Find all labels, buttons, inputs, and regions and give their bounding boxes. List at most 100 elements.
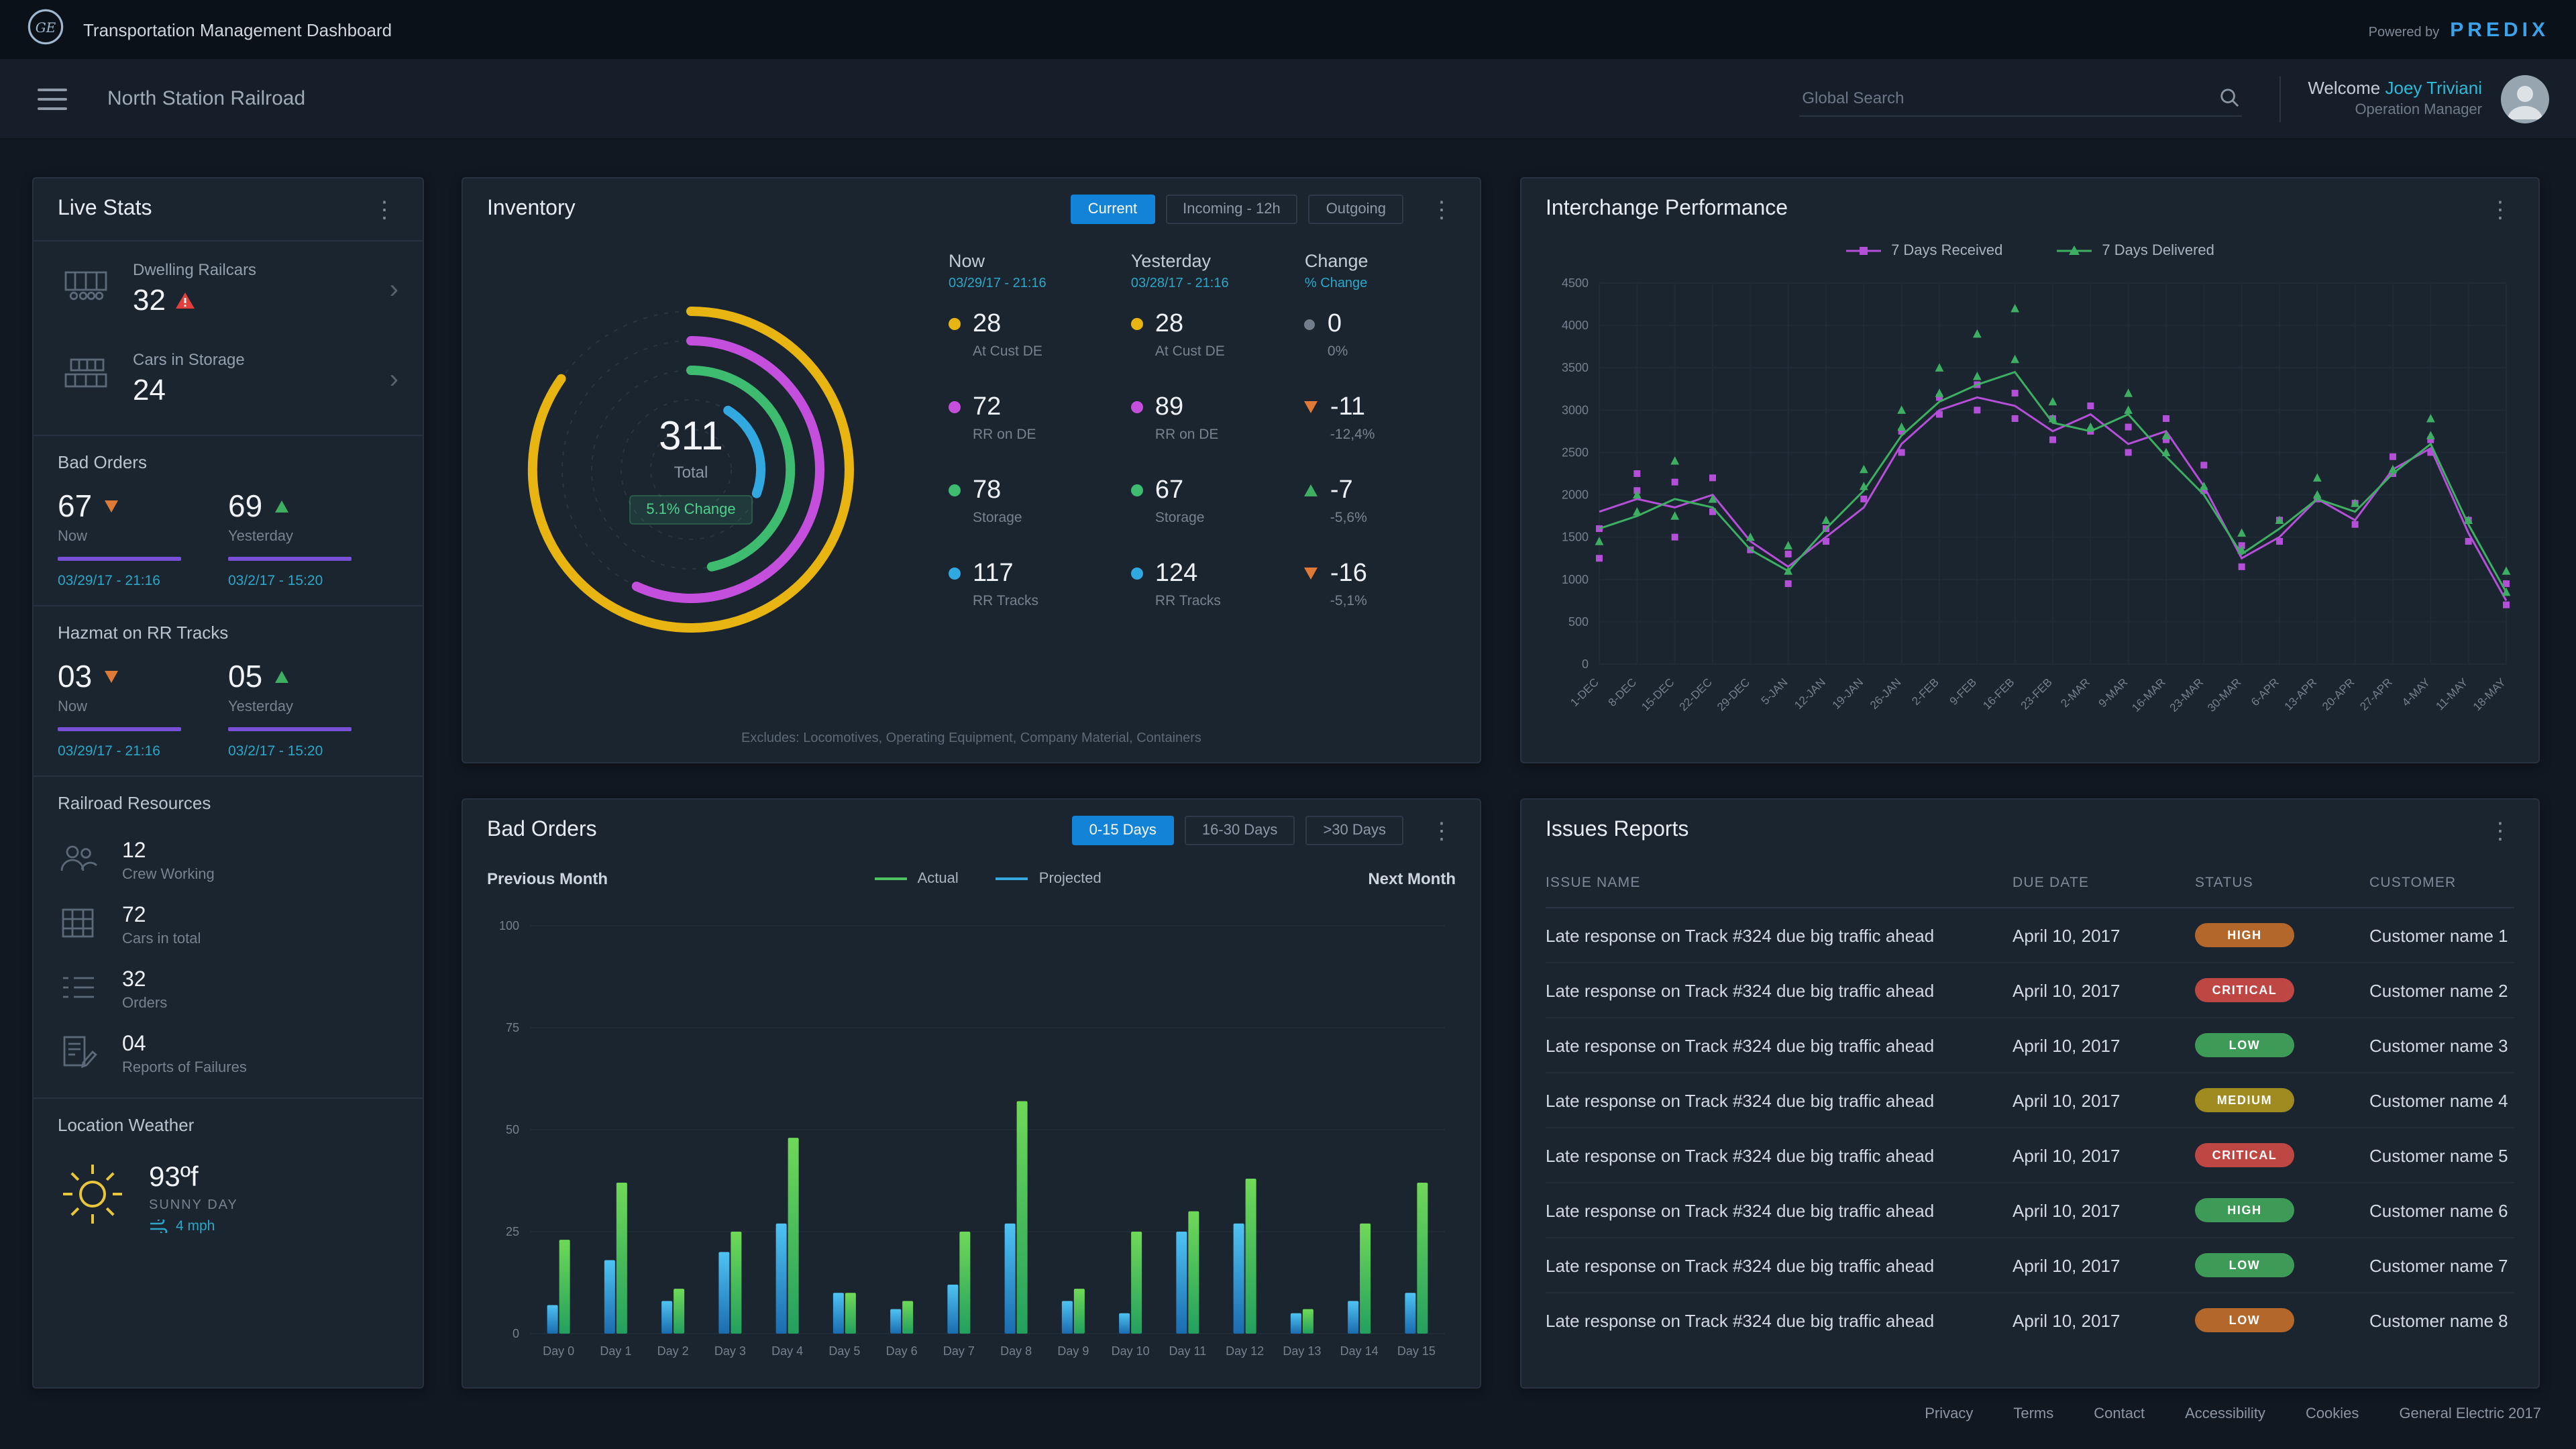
inventory-row-yesterday-rr-on-de: 89 RR on DE bbox=[1130, 374, 1305, 458]
status-cell: CRITICAL bbox=[2195, 963, 2369, 1018]
square-marker-icon bbox=[1845, 247, 1881, 255]
resource-row-failures[interactable]: 04 Reports of Failures bbox=[58, 1022, 398, 1087]
issue-name-cell[interactable]: Late response on Track #324 due big traf… bbox=[1546, 1128, 2012, 1183]
kebab-menu-icon[interactable]: ⋮ bbox=[373, 197, 396, 222]
footer-link-terms[interactable]: Terms bbox=[2013, 1406, 2054, 1422]
stat-date: 03/2/17 - 15:20 bbox=[228, 573, 323, 589]
chevron-right-icon: › bbox=[389, 274, 398, 304]
stat-value: 05 bbox=[228, 659, 263, 694]
underline-bar bbox=[58, 727, 181, 731]
customer-cell: Customer name 3 bbox=[2369, 1018, 2514, 1073]
interchange-legend: 7 Days Received 7 Days Delivered bbox=[1521, 243, 2538, 259]
inventory-radial-chart: 311 Total 5.1% Change bbox=[476, 246, 906, 694]
kebab-menu-icon[interactable]: ⋮ bbox=[1430, 197, 1453, 222]
dwelling-railcars-row[interactable]: Dwelling Railcars 32 › bbox=[58, 244, 398, 334]
svg-text:Day 4: Day 4 bbox=[771, 1344, 803, 1358]
divider bbox=[2279, 76, 2282, 121]
customer-cell: Customer name 8 bbox=[2369, 1310, 2508, 1330]
divider bbox=[34, 775, 423, 777]
inventory-card: Inventory Current Incoming - 12h Outgoing … bbox=[462, 177, 1481, 763]
resource-row-crew[interactable]: 12 Crew Working bbox=[58, 829, 398, 894]
y-axis-label: 4500 bbox=[1562, 276, 1589, 290]
stat-label: Yesterday bbox=[228, 699, 294, 715]
resources-section-title: Railroad Resources bbox=[58, 793, 211, 813]
bad-orders-tab-30-days[interactable]: >30 Days bbox=[1305, 816, 1403, 845]
cars-in-storage-row[interactable]: Cars in Storage 24 › bbox=[58, 334, 398, 424]
status-badge: CRITICAL bbox=[2195, 1143, 2294, 1167]
svg-text:Day 12: Day 12 bbox=[1226, 1344, 1264, 1358]
issue-name-cell[interactable]: Late response on Track #324 due big traf… bbox=[1546, 1018, 2012, 1073]
next-month-link[interactable]: Next Month bbox=[1368, 869, 1456, 888]
hazmat-now: 03 Now 03/29/17 - 21:16 bbox=[58, 659, 228, 765]
customer-cell: Customer name 5 bbox=[2369, 1128, 2514, 1183]
svg-text:2-FEB: 2-FEB bbox=[1909, 676, 1941, 708]
change-percent: 0% bbox=[1327, 343, 1348, 360]
series-dot bbox=[949, 318, 961, 330]
issues-card: Issues Reports ⋮ ISSUE NAME DUE DATE STA… bbox=[1520, 798, 2540, 1389]
search-icon[interactable] bbox=[2219, 87, 2239, 114]
issue-name-cell[interactable]: Late response on Track #324 due big traf… bbox=[1546, 963, 2012, 1018]
series-projected bbox=[547, 1223, 1416, 1334]
issue-name-cell[interactable]: Late response on Track #324 due big traf… bbox=[1546, 908, 2012, 963]
svg-text:Day 11: Day 11 bbox=[1169, 1344, 1207, 1358]
inventory-tab-incoming-12h[interactable]: Incoming - 12h bbox=[1165, 195, 1298, 224]
inventory-table: Now 03/29/17 - 21:16 Yesterday 03/28/17 … bbox=[949, 251, 1461, 624]
due-date-cell: April 10, 2017 bbox=[2012, 908, 2195, 963]
svg-text:Day 14: Day 14 bbox=[1340, 1344, 1379, 1358]
svg-text:Day 1: Day 1 bbox=[600, 1344, 631, 1358]
orders-icon bbox=[58, 969, 103, 1011]
yesterday-value: 124 bbox=[1155, 559, 1198, 588]
resource-value: 12 bbox=[122, 840, 146, 863]
inventory-tab-current[interactable]: Current bbox=[1070, 195, 1155, 224]
series-dot bbox=[1130, 401, 1143, 413]
y-axis-label: 25 bbox=[506, 1225, 519, 1238]
issue-name-cell[interactable]: Late response on Track #324 due big traf… bbox=[1546, 1310, 1935, 1330]
col-header-status: STATUS bbox=[2195, 864, 2369, 908]
svg-text:16-FEB: 16-FEB bbox=[1980, 676, 2017, 712]
resource-row-orders[interactable]: 32 Orders bbox=[58, 958, 398, 1022]
issue-name-cell[interactable]: Late response on Track #324 due big traf… bbox=[1546, 1183, 2012, 1238]
previous-month-link[interactable]: Previous Month bbox=[487, 869, 608, 888]
bad-orders-tab-0-15-days[interactable]: 0-15 Days bbox=[1071, 816, 1174, 845]
inventory-tabs: Current Incoming - 12h Outgoing bbox=[1070, 195, 1403, 224]
y-axis-label: 2500 bbox=[1562, 445, 1589, 459]
resource-row-cars[interactable]: 72 Cars in total bbox=[58, 894, 398, 958]
issue-name-cell[interactable]: Late response on Track #324 due big traf… bbox=[1546, 1073, 2012, 1128]
live-stats-card: Live Stats ⋮ Dwelling Railcars 32 › bbox=[32, 177, 424, 1389]
inventory-row-change-storage: -7 -5,6% bbox=[1304, 458, 1461, 541]
svg-text:1-DEC: 1-DEC bbox=[1568, 676, 1601, 709]
status-badge: MEDIUM bbox=[2195, 1088, 2294, 1112]
bad-orders-tab-16-30-days[interactable]: 16-30 Days bbox=[1184, 816, 1295, 845]
inventory-tab-outgoing[interactable]: Outgoing bbox=[1308, 195, 1403, 224]
hamburger-menu-icon[interactable] bbox=[38, 88, 67, 109]
due-date-cell: April 10, 2017 bbox=[2012, 1073, 2195, 1128]
kebab-menu-icon[interactable]: ⋮ bbox=[1430, 818, 1453, 843]
svg-text:27-APR: 27-APR bbox=[2357, 676, 2395, 713]
inventory-row-change-rr-tracks: -16 -5,1% bbox=[1304, 541, 1461, 624]
search-input[interactable] bbox=[1799, 80, 2243, 117]
kebab-menu-icon[interactable]: ⋮ bbox=[2489, 818, 2512, 843]
resource-stat: 12 Crew Working bbox=[122, 840, 215, 883]
footer-link-cookies[interactable]: Cookies bbox=[2305, 1406, 2359, 1422]
kebab-menu-icon[interactable]: ⋮ bbox=[2489, 197, 2512, 222]
footer-link-privacy[interactable]: Privacy bbox=[1925, 1406, 1974, 1422]
footer-link-accessibility[interactable]: Accessibility bbox=[2185, 1406, 2265, 1422]
bad-orders-chart: 0 25 50 75 100 Day 0 Day 1 Day 2 Day 3 Day 4 Day 5… bbox=[499, 919, 1445, 1358]
change-value: -11 bbox=[1330, 393, 1366, 421]
due-date-cell: April 10, 2017 bbox=[2012, 1183, 2195, 1238]
issue-name-cell[interactable]: Late response on Track #324 due big traf… bbox=[1546, 1238, 2012, 1293]
railcar-icon bbox=[58, 266, 117, 313]
predix-brand: PREDIX bbox=[2450, 18, 2549, 41]
now-value: 28 bbox=[973, 310, 1002, 338]
inventory-row-now-at-cust-de: 28 At Cust DE bbox=[949, 291, 1131, 374]
divider bbox=[34, 605, 423, 606]
y-axis-label: 1500 bbox=[1562, 531, 1589, 544]
footer-link-contact[interactable]: Contact bbox=[2094, 1406, 2145, 1422]
now-label: RR on DE bbox=[973, 427, 1036, 443]
status-badge: LOW bbox=[2195, 1308, 2294, 1332]
user-name[interactable]: Joey Triviani bbox=[2385, 77, 2483, 98]
avatar[interactable] bbox=[2501, 74, 2549, 123]
alert-icon bbox=[176, 292, 195, 309]
global-search bbox=[1799, 80, 2243, 117]
legend-label: 7 Days Delivered bbox=[2102, 243, 2214, 259]
